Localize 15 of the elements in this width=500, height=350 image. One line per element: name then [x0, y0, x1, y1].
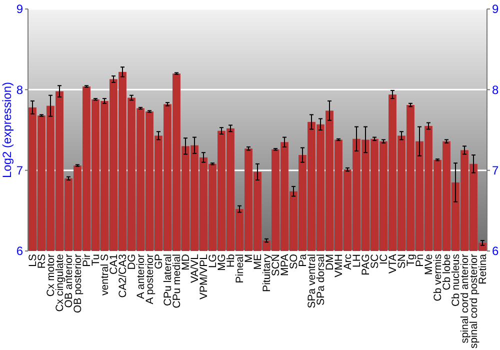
x-tick-label: RS [36, 254, 48, 269]
x-tick-label: DG [126, 254, 138, 270]
x-tick-label: OB posterior [72, 254, 84, 313]
y2-tick-label: 8 [492, 82, 499, 97]
y-tick-label: 7 [16, 164, 24, 178]
y2-tick-label: 7 [492, 164, 499, 178]
y2-tick-label: 6 [492, 244, 499, 258]
y-tick-label: 9 [16, 2, 24, 16]
x-tick-label: Tg [405, 254, 418, 266]
y-tick-label: 8 [16, 82, 24, 97]
y-axis-title: Log2 (expression) [0, 82, 14, 178]
y2-tick-label: 9 [492, 2, 499, 16]
y-tick-label: 6 [16, 244, 24, 258]
x-tick-label: MVe [423, 254, 436, 276]
x-tick-label: A posterior [144, 254, 156, 304]
